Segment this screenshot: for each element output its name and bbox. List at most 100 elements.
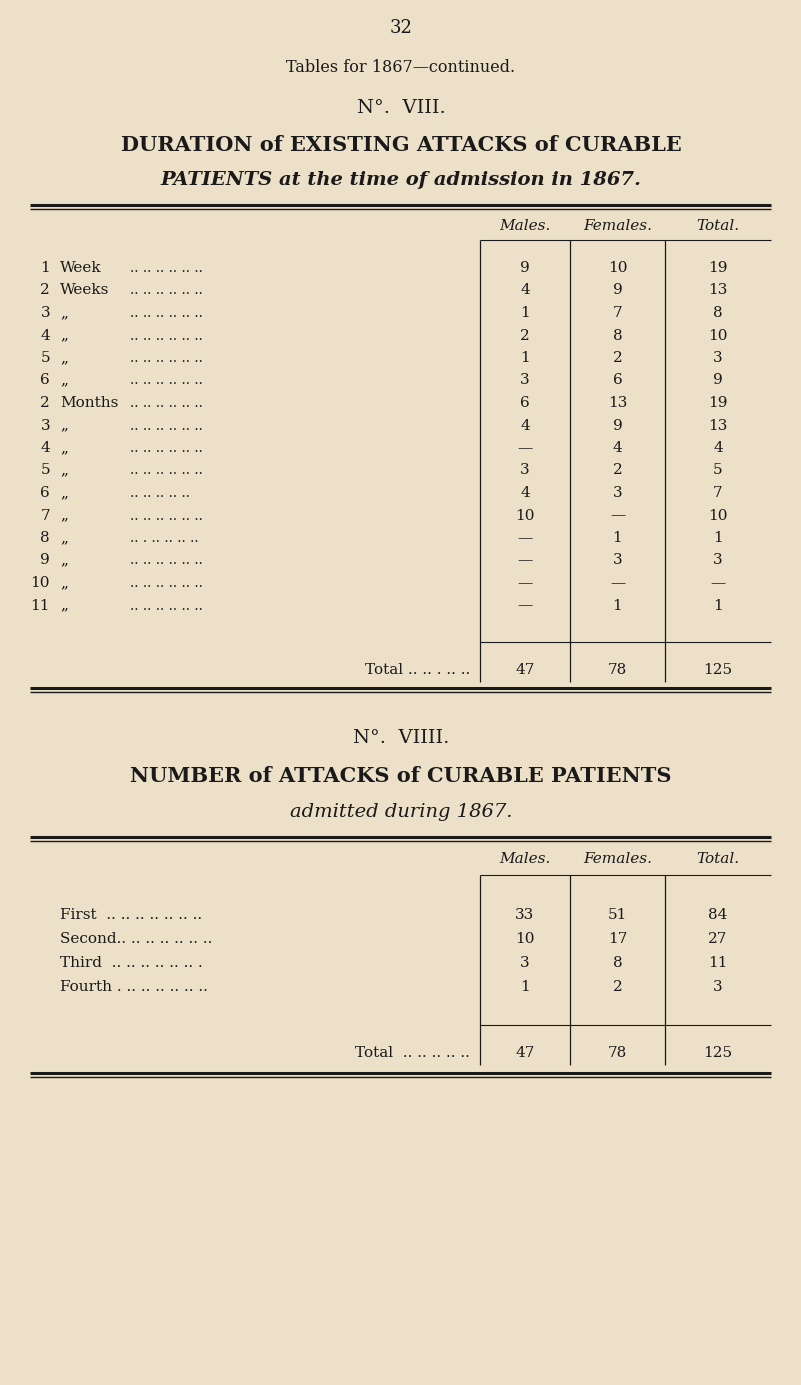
Text: Total .. .. . .. ..: Total .. .. . .. .. xyxy=(364,663,470,677)
Text: 10: 10 xyxy=(515,508,535,522)
Text: .. .. .. .. .. ..: .. .. .. .. .. .. xyxy=(130,598,203,612)
Text: 11: 11 xyxy=(708,956,728,970)
Text: 2: 2 xyxy=(40,396,50,410)
Text: 3: 3 xyxy=(520,464,529,478)
Text: —: — xyxy=(517,440,533,456)
Text: .. .. .. .. .. ..: .. .. .. .. .. .. xyxy=(130,418,203,432)
Text: NUMBER of ATTACKS of CURABLE PATIENTS: NUMBER of ATTACKS of CURABLE PATIENTS xyxy=(131,766,672,787)
Text: 10: 10 xyxy=(708,508,728,522)
Text: 33: 33 xyxy=(515,909,534,922)
Text: 78: 78 xyxy=(608,663,627,677)
Text: —: — xyxy=(610,576,625,590)
Text: „: „ xyxy=(60,530,68,546)
Text: 6: 6 xyxy=(40,486,50,500)
Text: „: „ xyxy=(60,418,68,432)
Text: 8: 8 xyxy=(613,956,622,970)
Text: 1: 1 xyxy=(713,598,723,612)
Text: 1: 1 xyxy=(613,530,622,546)
Text: 6: 6 xyxy=(40,374,50,388)
Text: 1: 1 xyxy=(713,530,723,546)
Text: 3: 3 xyxy=(713,350,723,366)
Text: 19: 19 xyxy=(708,396,728,410)
Text: „: „ xyxy=(60,328,68,342)
Text: 2: 2 xyxy=(520,328,530,342)
Text: „: „ xyxy=(60,486,68,500)
Text: Months: Months xyxy=(60,396,119,410)
Text: 84: 84 xyxy=(708,909,727,922)
Text: 1: 1 xyxy=(520,981,530,994)
Text: 2: 2 xyxy=(613,981,622,994)
Text: 27: 27 xyxy=(708,932,727,946)
Text: 13: 13 xyxy=(608,396,627,410)
Text: „: „ xyxy=(60,576,68,590)
Text: Total.: Total. xyxy=(696,852,739,866)
Text: 2: 2 xyxy=(613,350,622,366)
Text: admitted during 1867.: admitted during 1867. xyxy=(290,803,513,821)
Text: .. .. .. .. .. ..: .. .. .. .. .. .. xyxy=(130,350,203,366)
Text: 10: 10 xyxy=(30,576,50,590)
Text: 4: 4 xyxy=(520,284,530,298)
Text: 5: 5 xyxy=(40,464,50,478)
Text: .. .. .. .. .. ..: .. .. .. .. .. .. xyxy=(130,260,203,276)
Text: .. .. .. .. .. ..: .. .. .. .. .. .. xyxy=(130,576,203,590)
Text: 5: 5 xyxy=(40,350,50,366)
Text: .. . .. .. .. ..: .. . .. .. .. .. xyxy=(130,530,199,546)
Text: N°.  VIIII.: N°. VIIII. xyxy=(352,729,449,747)
Text: —: — xyxy=(517,598,533,612)
Text: 1: 1 xyxy=(40,260,50,276)
Text: 32: 32 xyxy=(389,19,413,37)
Text: Females.: Females. xyxy=(583,219,652,233)
Text: 7: 7 xyxy=(713,486,723,500)
Text: „: „ xyxy=(60,306,68,320)
Text: 3: 3 xyxy=(713,554,723,568)
Text: 9: 9 xyxy=(520,260,530,276)
Text: „: „ xyxy=(60,508,68,522)
Text: „: „ xyxy=(60,350,68,366)
Text: 125: 125 xyxy=(703,663,733,677)
Text: 3: 3 xyxy=(40,306,50,320)
Text: „: „ xyxy=(60,554,68,568)
Text: 9: 9 xyxy=(40,554,50,568)
Text: —: — xyxy=(517,576,533,590)
Text: Total.: Total. xyxy=(696,219,739,233)
Text: 3: 3 xyxy=(613,554,622,568)
Text: 8: 8 xyxy=(613,328,622,342)
Text: Second.. .. .. .. .. .. ..: Second.. .. .. .. .. .. .. xyxy=(60,932,212,946)
Text: 51: 51 xyxy=(608,909,627,922)
Text: 4: 4 xyxy=(613,440,622,456)
Text: 1: 1 xyxy=(613,598,622,612)
Text: 10: 10 xyxy=(515,932,535,946)
Text: 7: 7 xyxy=(40,508,50,522)
Text: 3: 3 xyxy=(520,956,529,970)
Text: 10: 10 xyxy=(708,328,728,342)
Text: Tables for 1867—continued.: Tables for 1867—continued. xyxy=(287,60,516,76)
Text: .. .. .. .. .. ..: .. .. .. .. .. .. xyxy=(130,284,203,298)
Text: Week: Week xyxy=(60,260,102,276)
Text: 2: 2 xyxy=(40,284,50,298)
Text: 11: 11 xyxy=(30,598,50,612)
Text: 78: 78 xyxy=(608,1046,627,1060)
Text: .. .. .. .. .. ..: .. .. .. .. .. .. xyxy=(130,440,203,456)
Text: 4: 4 xyxy=(40,440,50,456)
Text: Third  .. .. .. .. .. .. .: Third .. .. .. .. .. .. . xyxy=(60,956,203,970)
Text: DURATION of EXISTING ATTACKS of CURABLE: DURATION of EXISTING ATTACKS of CURABLE xyxy=(121,134,682,155)
Text: 3: 3 xyxy=(613,486,622,500)
Text: „: „ xyxy=(60,464,68,478)
Text: 6: 6 xyxy=(613,374,622,388)
Text: 2: 2 xyxy=(613,464,622,478)
Text: Males.: Males. xyxy=(499,852,551,866)
Text: .. .. .. .. .. ..: .. .. .. .. .. .. xyxy=(130,464,203,478)
Text: Females.: Females. xyxy=(583,852,652,866)
Text: 47: 47 xyxy=(515,663,535,677)
Text: 13: 13 xyxy=(708,284,727,298)
Text: .. .. .. .. .. ..: .. .. .. .. .. .. xyxy=(130,554,203,568)
Text: 10: 10 xyxy=(608,260,627,276)
Text: 17: 17 xyxy=(608,932,627,946)
Text: .. .. .. .. .. ..: .. .. .. .. .. .. xyxy=(130,374,203,388)
Text: N°.  VIII.: N°. VIII. xyxy=(356,98,445,116)
Text: 9: 9 xyxy=(613,418,622,432)
Text: Fourth . .. .. .. .. .. ..: Fourth . .. .. .. .. .. .. xyxy=(60,981,208,994)
Text: 125: 125 xyxy=(703,1046,733,1060)
Text: 7: 7 xyxy=(613,306,622,320)
Text: 13: 13 xyxy=(708,418,727,432)
